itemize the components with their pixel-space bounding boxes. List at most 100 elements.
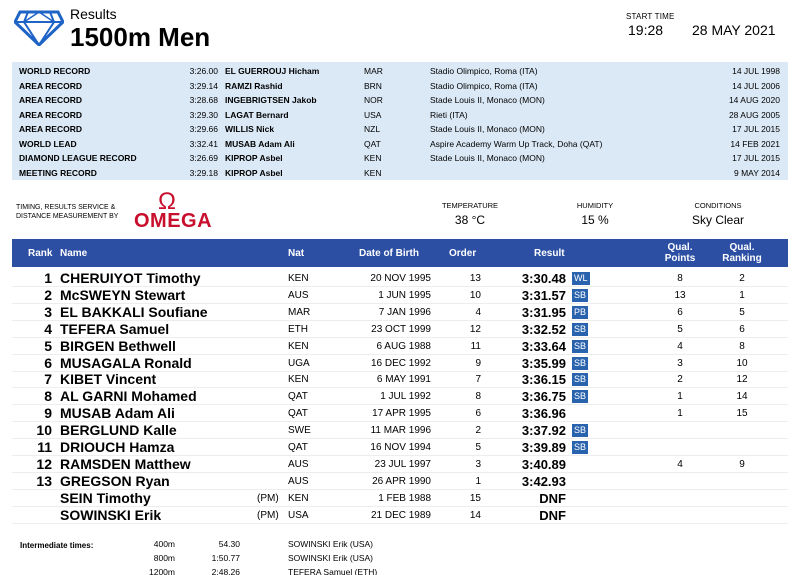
result-badge: SB	[572, 373, 589, 387]
qual-ranking-cell: 14	[736, 391, 748, 403]
athlete-name: TEFERA Samuel	[60, 320, 170, 337]
record-holder: KIPROP Asbel	[225, 167, 283, 178]
conditions-label: CONDITIONS	[694, 201, 742, 210]
split-time: 54.30	[218, 539, 240, 549]
temperature-label: TEMPERATURE	[441, 201, 499, 210]
rank-cell: 13	[36, 472, 52, 489]
records-panel: WORLD RECORD 3:26.00 EL GUERROUJ Hicham MAR…	[12, 62, 788, 180]
result-cell: 3:36.15	[521, 372, 566, 388]
table-row: 12 RAMSDEN Matthew AUS 23 JUL 1997 3 3:40.89 4…	[12, 456, 788, 473]
athlete-name: SEIN Timothy	[60, 489, 151, 506]
rank-cell: 1	[44, 270, 52, 286]
qual-ranking-cell: 5	[739, 306, 745, 318]
athlete-name: DRIOUCH Hamza	[60, 439, 175, 455]
col-rank: Rank	[28, 248, 53, 259]
record-nat: KEN	[364, 153, 382, 163]
rank-cell: 12	[36, 455, 52, 472]
result-badge: SB	[572, 390, 589, 404]
dob-cell: 6 MAY 1991	[376, 374, 431, 386]
order-cell: 9	[475, 357, 481, 369]
table-row: 4 TEFERA Samuel ETH 23 OCT 1999 12 3:32.52 SB 5…	[12, 321, 788, 338]
record-row: AREA RECORD 3:28.68 INGEBRIGTSEN Jakob NOR S…	[12, 93, 788, 108]
pacemaker-tag: (PM)	[257, 492, 279, 504]
dob-cell: 16 DEC 1992	[370, 357, 431, 369]
result-cell: 3:39.89	[521, 440, 566, 455]
athlete-name: AL GARNI Mohamed	[60, 388, 197, 405]
qual-points-cell: 4	[677, 340, 683, 352]
start-time-label: START TIME	[626, 12, 675, 21]
table-row: 2 McSWEYN Stewart AUS 1 JUN 1995 10 3:31.57 SB…	[12, 287, 788, 304]
qual-ranking-cell: 10	[736, 357, 748, 369]
record-row: WORLD LEAD 3:32.41 MUSAB Adam Ali QAT Aspire…	[12, 137, 788, 152]
record-mark: 3:29.30	[189, 109, 218, 120]
nat-cell: KEN	[288, 492, 309, 504]
qual-ranking-cell: 15	[736, 408, 748, 420]
qual-ranking-cell: 2	[739, 273, 745, 284]
table-row: 1 CHERUIYOT Timothy KEN 20 NOV 1995 13 3:30.4…	[12, 270, 788, 287]
table-row: 3 EL BAKKALI Soufiane MAR 7 JAN 1996 4 3:31.9…	[12, 304, 788, 321]
record-mark: 3:28.68	[189, 95, 218, 105]
record-date: 17 JUL 2015	[732, 124, 780, 134]
record-holder: MUSAB Adam Ali	[225, 138, 295, 149]
qual-ranking-cell: 9	[739, 458, 745, 470]
rank-cell: 9	[44, 405, 52, 422]
record-nat: MAR	[364, 66, 383, 76]
qual-points-cell: 4	[677, 458, 683, 470]
nat-cell: AUS	[288, 475, 309, 487]
record-date: 14 JUL 1998	[732, 66, 780, 76]
record-venue: Stadio Olimpico, Roma (ITA)	[430, 66, 538, 76]
humidity-value: 15 %	[581, 213, 609, 227]
record-nat: KEN	[364, 167, 382, 178]
record-nat: NZL	[364, 124, 381, 134]
rank-cell: 8	[44, 388, 52, 405]
timing-label: TIMING, RESULTS SERVICE & DISTANCE MEASU…	[16, 204, 119, 220]
record-venue: Stade Louis II, Monaco (MON)	[430, 153, 545, 163]
rank-cell: 5	[44, 337, 52, 354]
record-venue: Aspire Academy Warm Up Track, Doha (QAT)	[430, 138, 603, 149]
record-date: 14 JUL 2006	[732, 80, 780, 91]
record-date: 14 AUG 2020	[728, 95, 780, 105]
result-cell: DNF	[539, 490, 566, 506]
record-type: AREA RECORD	[19, 80, 82, 91]
nat-cell: UGA	[288, 357, 310, 369]
col-qual-ranking: Qual. Ranking	[722, 242, 762, 264]
order-cell: 2	[475, 425, 481, 437]
page-title: 1500m Men	[70, 22, 211, 52]
nat-cell: USA	[288, 509, 309, 521]
record-type: WORLD LEAD	[19, 138, 77, 149]
order-cell: 14	[469, 509, 481, 521]
order-cell: 12	[469, 323, 481, 335]
record-type: MEETING RECORD	[19, 167, 97, 178]
record-mark: 3:29.14	[189, 80, 218, 91]
nat-cell: AUS	[288, 458, 309, 470]
conditions-value: Sky Clear	[691, 213, 744, 227]
rank-cell: 3	[44, 303, 52, 320]
dob-cell: 1 FEB 1988	[378, 492, 431, 504]
nat-cell: KEN	[288, 273, 309, 284]
record-mark: 3:29.66	[189, 124, 218, 134]
rank-cell: 4	[44, 320, 52, 337]
result-badge: PB	[572, 305, 589, 319]
order-cell: 10	[469, 289, 481, 301]
order-cell: 3	[475, 458, 481, 470]
order-cell: 5	[475, 442, 481, 453]
record-type: AREA RECORD	[19, 124, 82, 134]
table-row: 13 GREGSON Ryan AUS 26 APR 1990 1 3:42.93	[12, 473, 788, 490]
qual-points-cell: 13	[674, 289, 686, 301]
record-row: AREA RECORD 3:29.66 WILLIS Nick NZL Stade Lo…	[12, 122, 788, 137]
table-row: 9 MUSAB Adam Ali QAT 17 APR 1995 6 3:36.96 1 15	[12, 405, 788, 423]
event-date: 28 MAY 2021	[692, 22, 776, 38]
result-badge: SB	[572, 322, 589, 336]
rank-cell: 6	[44, 354, 52, 371]
split-time: 1:50.77	[211, 553, 240, 563]
col-dob: Date of Birth	[359, 248, 419, 259]
nat-cell: KEN	[288, 374, 309, 386]
result-badge: SB	[572, 356, 589, 370]
nat-cell: MAR	[288, 306, 311, 318]
dob-cell: 11 MAR 1996	[370, 425, 431, 437]
omega-symbol-icon: Ω	[158, 188, 176, 215]
results-table-header: Rank Name Nat Date of Birth Order Result…	[12, 239, 788, 267]
table-row: 6 MUSAGALA Ronald UGA 16 DEC 1992 9 3:35.99 SB…	[12, 355, 788, 372]
split-distance: 1200m	[149, 567, 175, 575]
record-type: DIAMOND LEAGUE RECORD	[19, 153, 137, 163]
